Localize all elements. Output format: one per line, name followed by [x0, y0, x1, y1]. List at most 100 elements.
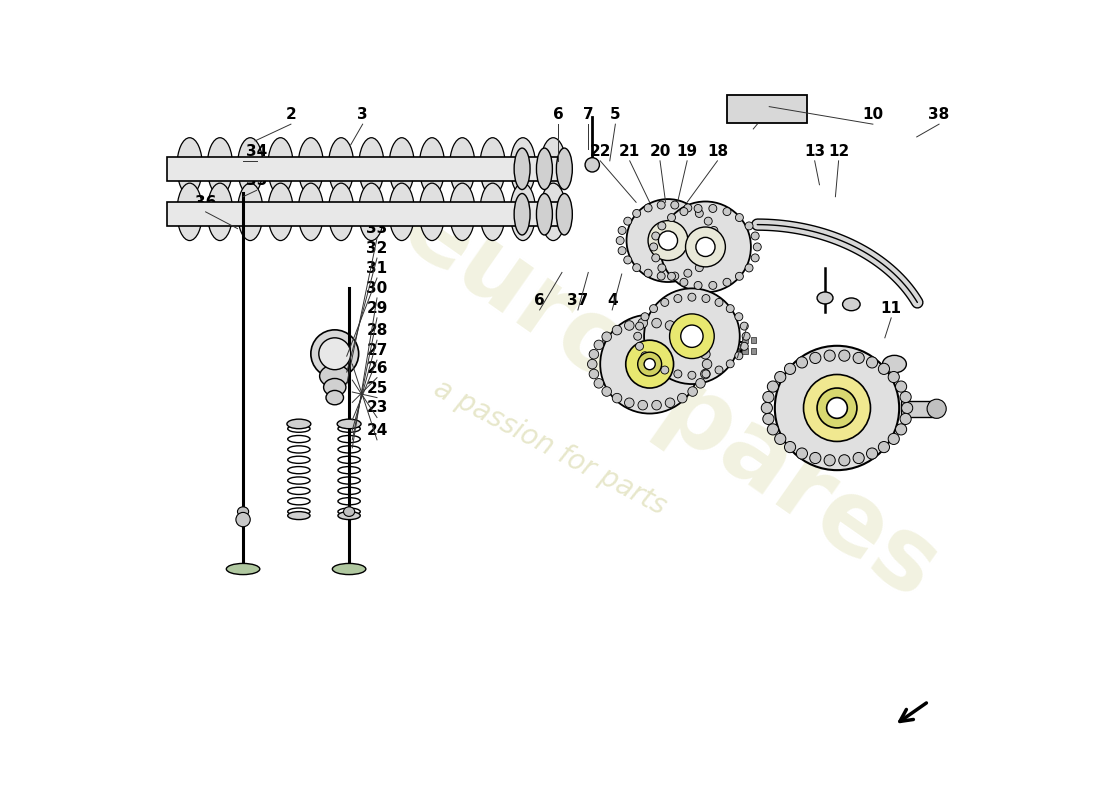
Circle shape — [678, 394, 688, 403]
Circle shape — [742, 332, 750, 340]
Ellipse shape — [817, 292, 833, 304]
Text: 6: 6 — [552, 107, 563, 122]
Circle shape — [645, 358, 656, 370]
Circle shape — [774, 346, 899, 470]
Circle shape — [696, 238, 715, 257]
Circle shape — [740, 322, 748, 330]
Circle shape — [736, 272, 744, 280]
Text: 7: 7 — [583, 107, 594, 122]
Circle shape — [895, 424, 906, 435]
Bar — [628, 348, 634, 354]
Circle shape — [867, 448, 878, 459]
Circle shape — [652, 400, 661, 410]
Bar — [707, 348, 713, 354]
Circle shape — [613, 326, 621, 335]
Circle shape — [754, 243, 761, 251]
Circle shape — [723, 278, 732, 286]
Circle shape — [726, 305, 734, 313]
Bar — [725, 348, 730, 354]
Ellipse shape — [514, 194, 530, 235]
Circle shape — [632, 210, 640, 218]
Text: 6: 6 — [535, 293, 544, 308]
Circle shape — [710, 226, 718, 234]
Circle shape — [879, 442, 890, 453]
Circle shape — [680, 278, 688, 286]
Circle shape — [715, 366, 723, 374]
Circle shape — [658, 222, 666, 230]
Circle shape — [702, 359, 712, 369]
Circle shape — [625, 321, 634, 330]
Circle shape — [854, 352, 865, 363]
Circle shape — [704, 256, 712, 264]
Bar — [619, 348, 625, 354]
Ellipse shape — [227, 563, 260, 574]
Ellipse shape — [323, 378, 345, 396]
Circle shape — [678, 326, 688, 335]
Circle shape — [774, 434, 785, 445]
Circle shape — [594, 378, 604, 388]
Bar — [672, 348, 678, 354]
Circle shape — [638, 318, 648, 328]
Bar — [610, 337, 616, 342]
Circle shape — [695, 210, 703, 218]
Circle shape — [638, 352, 661, 376]
Text: 27: 27 — [366, 343, 387, 358]
Circle shape — [652, 318, 661, 328]
Circle shape — [668, 272, 675, 280]
Circle shape — [745, 264, 754, 272]
Circle shape — [704, 217, 712, 225]
Text: 35: 35 — [246, 174, 267, 188]
Ellipse shape — [238, 138, 263, 195]
Text: 36: 36 — [195, 194, 217, 210]
Circle shape — [645, 288, 739, 384]
Circle shape — [824, 454, 835, 466]
Circle shape — [685, 227, 725, 267]
Bar — [698, 348, 704, 354]
Ellipse shape — [238, 507, 249, 516]
Circle shape — [761, 402, 772, 414]
Circle shape — [888, 371, 900, 382]
Ellipse shape — [298, 183, 323, 241]
Ellipse shape — [843, 298, 860, 310]
Circle shape — [895, 381, 906, 392]
Circle shape — [311, 330, 359, 378]
Ellipse shape — [537, 194, 552, 235]
Circle shape — [695, 264, 703, 272]
Circle shape — [702, 294, 710, 302]
Bar — [901, 401, 934, 417]
Ellipse shape — [298, 138, 323, 195]
Circle shape — [745, 222, 754, 230]
Ellipse shape — [419, 183, 444, 241]
Text: 29: 29 — [366, 301, 387, 316]
Circle shape — [618, 226, 626, 234]
Circle shape — [660, 202, 751, 292]
Text: 3: 3 — [358, 107, 368, 122]
Circle shape — [751, 232, 759, 240]
Circle shape — [723, 207, 732, 215]
Circle shape — [661, 366, 669, 374]
Circle shape — [888, 434, 900, 445]
Text: 30: 30 — [366, 281, 387, 296]
Circle shape — [715, 298, 723, 306]
Ellipse shape — [267, 183, 294, 241]
Circle shape — [726, 360, 734, 368]
Ellipse shape — [557, 194, 572, 235]
Bar — [610, 348, 616, 354]
Circle shape — [681, 325, 703, 347]
Text: 31: 31 — [366, 261, 387, 276]
Circle shape — [900, 414, 911, 425]
Bar — [637, 337, 642, 342]
Circle shape — [810, 453, 821, 463]
Circle shape — [762, 414, 774, 425]
Text: 32: 32 — [366, 241, 387, 256]
Text: 38: 38 — [928, 107, 949, 122]
Circle shape — [613, 394, 621, 403]
Ellipse shape — [540, 138, 565, 195]
Circle shape — [736, 214, 744, 222]
Circle shape — [634, 332, 641, 340]
Circle shape — [712, 237, 719, 245]
Circle shape — [671, 201, 679, 209]
Ellipse shape — [326, 390, 343, 405]
Circle shape — [636, 322, 644, 330]
Ellipse shape — [359, 183, 384, 241]
